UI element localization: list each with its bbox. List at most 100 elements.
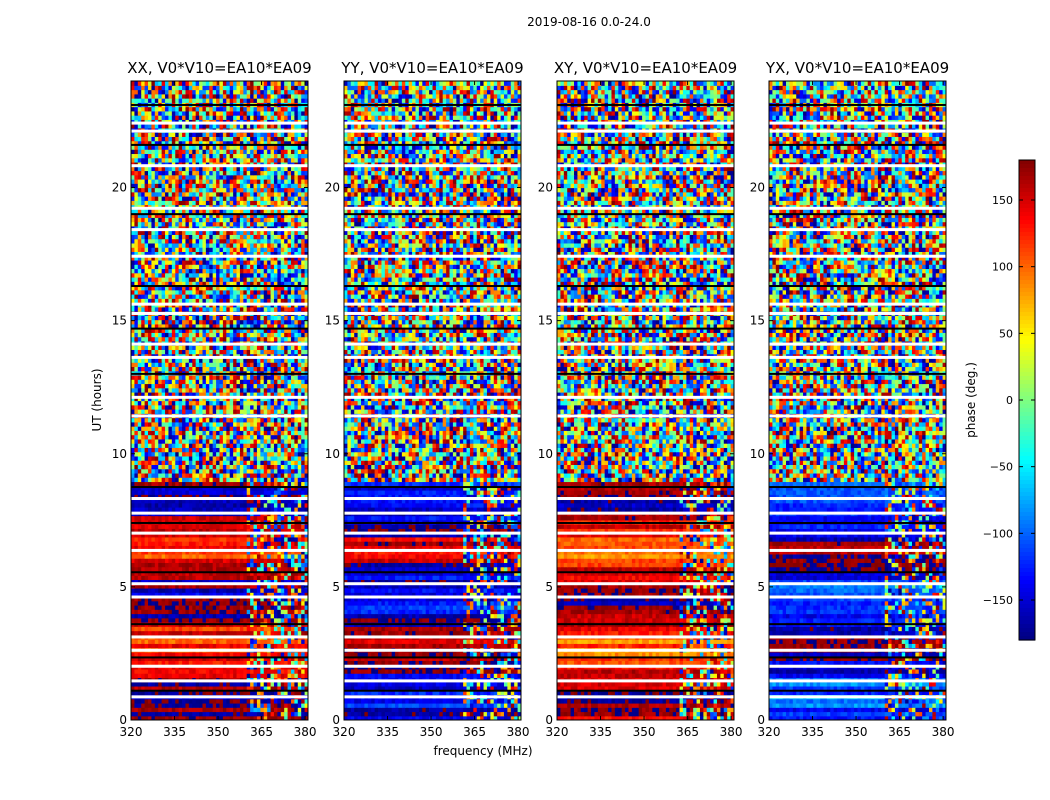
phase-cell (182, 528, 187, 534)
phase-cell (260, 558, 265, 563)
phase-cell (304, 541, 308, 546)
phase-cell (301, 673, 306, 678)
phase-cell (185, 690, 190, 696)
phase-cell (154, 583, 159, 589)
phase-cell (250, 332, 255, 338)
phase-cell (246, 617, 251, 623)
phase-cell (253, 711, 258, 717)
phase-cell (250, 681, 255, 687)
phase-cell (178, 315, 183, 321)
phase-cell (277, 592, 282, 598)
phase-cell (270, 404, 275, 410)
phase-cell (263, 668, 268, 674)
phase-cell (239, 524, 244, 529)
phase-cell (151, 643, 156, 649)
phase-cell (304, 383, 308, 389)
phase-cell (212, 558, 217, 563)
phase-cell (301, 545, 306, 551)
phase-cell (250, 498, 255, 504)
phase-cell (154, 336, 159, 342)
phase-cell (243, 668, 248, 674)
phase-cell (256, 541, 261, 546)
phase-cell (270, 438, 275, 444)
phase-cell (154, 626, 159, 632)
phase-cell (205, 349, 210, 355)
phase-cell (134, 583, 139, 589)
phase-cell (202, 498, 207, 504)
phase-cell (233, 711, 238, 717)
phase-cell (267, 472, 272, 478)
phase-cell (154, 357, 159, 363)
phase-cell (304, 515, 308, 521)
phase-cell (171, 315, 176, 321)
phase-cell (216, 681, 221, 687)
phase-cell (141, 613, 146, 619)
phase-cell (287, 349, 292, 355)
phase-cell (168, 362, 173, 368)
phase-cell (277, 507, 282, 512)
phase-cell (233, 579, 238, 585)
phase-cell (243, 472, 248, 478)
phase-cell (178, 630, 183, 636)
phase-cell (253, 502, 258, 508)
phase-cell (263, 702, 268, 708)
phase-cell (131, 468, 135, 474)
phase-cell (178, 668, 183, 674)
phase-cell (165, 613, 170, 619)
phase-cell (277, 617, 282, 623)
phase-cell (171, 524, 176, 529)
phase-cell (246, 596, 251, 602)
phase-cell (195, 711, 200, 717)
phase-cell (154, 472, 159, 478)
phase-cell (267, 715, 272, 720)
phase-cell (137, 681, 142, 687)
phase-cell (209, 528, 214, 534)
phase-cell (192, 319, 197, 325)
phase-cell (134, 698, 139, 704)
phase-cell (260, 472, 265, 478)
phase-cell (284, 702, 289, 708)
phase-cell (297, 404, 302, 410)
phase-cell (202, 417, 207, 423)
phase-cell (216, 400, 221, 406)
phase-cell (250, 651, 255, 657)
phase-cell (304, 481, 308, 487)
phase-cell (233, 409, 238, 414)
phase-cell (168, 668, 173, 674)
phase-cell (137, 549, 142, 555)
phase-cell (171, 498, 176, 504)
phase-cell (158, 472, 163, 478)
phase-cell (273, 596, 278, 602)
phase-cell (297, 702, 302, 708)
phase-cell (165, 443, 170, 448)
phase-cell (256, 417, 261, 423)
phase-cell (280, 485, 285, 491)
phase-cell (195, 379, 200, 385)
phase-cell (216, 447, 221, 453)
phase-cell (141, 494, 146, 500)
phase-cell (290, 489, 295, 495)
phase-cell (168, 400, 173, 406)
phase-cell (144, 545, 149, 551)
phase-cell (263, 583, 268, 589)
phase-cell (137, 673, 142, 678)
phase-cell (222, 489, 227, 495)
phase-cell (256, 698, 261, 704)
phase-cell (144, 711, 149, 717)
phase-cell (290, 464, 295, 470)
phase-cell (277, 489, 282, 495)
phase-cell (141, 668, 146, 674)
phase-cell (144, 328, 149, 333)
phase-cell (236, 613, 241, 619)
phase-cell (277, 609, 282, 615)
phase-cell (273, 391, 278, 397)
phase-cell (233, 702, 238, 708)
phase-cell (304, 455, 308, 461)
phase-cell (141, 549, 146, 555)
phase-cell (148, 421, 153, 427)
phase-cell (151, 460, 156, 465)
phase-cell (287, 443, 292, 448)
phase-cell (301, 447, 306, 453)
phase-cell (137, 323, 142, 329)
phase-cell (216, 630, 221, 636)
